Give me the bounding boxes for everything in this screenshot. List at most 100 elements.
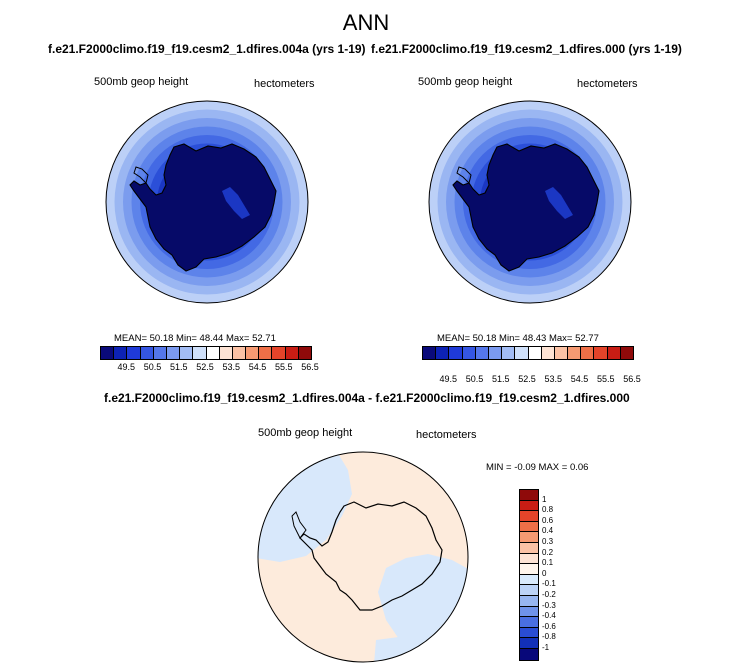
colorbar-tick-label: -0.6: [542, 621, 556, 631]
colorbar-tick-label: 54.5: [248, 362, 267, 372]
colorbar-swatch: [462, 347, 476, 359]
panel-1-map-border: [105, 100, 309, 304]
panel-2-map-border: [428, 100, 632, 304]
colorbar-swatch: [436, 347, 450, 359]
colorbar-swatch: [166, 347, 181, 359]
colorbar-tick-label: 0.8: [542, 505, 554, 515]
diff-stats: MIN = -0.09 MAX = 0.06: [486, 462, 589, 473]
panel-1-case-title: f.e21.F2000climo.f19_f19.cesm2_1.dfires.…: [48, 42, 366, 56]
colorbar-swatch: [502, 347, 516, 359]
colorbar-swatch: [246, 347, 260, 359]
colorbar-swatch: [520, 500, 538, 512]
panel-1-colorbar-labels: 49.5 50.5 51.5 52.5 53.5 54.5 55.5 56.5: [100, 362, 318, 374]
colorbar-tick-label: 49.5: [439, 374, 458, 384]
colorbar-tick-label: 56.5: [623, 374, 641, 384]
diff-map-border: [257, 451, 469, 663]
colorbar-tick-label: 54.5: [570, 374, 589, 384]
colorbar-tick-label: 1: [542, 494, 547, 504]
diff-coastline: [299, 501, 443, 611]
colorbar-swatch: [520, 617, 538, 628]
colorbar-tick-label: 51.5: [491, 374, 510, 384]
colorbar-tick-label: 51.5: [169, 362, 188, 372]
colorbar-tick-label: -1: [542, 643, 550, 652]
colorbar-swatch: [298, 347, 311, 359]
colorbar-swatch: [528, 347, 542, 359]
colorbar-swatch: [554, 347, 569, 359]
colorbar-tick-label: -0.3: [542, 600, 556, 610]
colorbar-tick-label: 55.5: [596, 374, 615, 384]
diff-polar-map: [257, 451, 469, 663]
panel-2-stats: MEAN= 50.18 Min= 48.43 Max= 52.77: [437, 333, 599, 344]
panel-1-variable-label: 500mb geop height: [94, 76, 189, 88]
colorbar-swatch: [520, 595, 538, 607]
colorbar-tick-label: 50.5: [465, 374, 484, 384]
colorbar-swatch: [272, 347, 286, 359]
colorbar-swatch: [101, 347, 115, 359]
colorbar-tick-label: 56.5: [301, 362, 319, 372]
colorbar-swatch: [219, 347, 233, 359]
panel-2-peninsula-coastline: [456, 166, 472, 184]
colorbar-tick-label: 55.5: [274, 362, 293, 372]
diff-colorbar-labels: 1 0.8 0.6 0.4 0.3 0.2 0.1 0 -0.1 -0.2 -0.3 -0.4 -0.6…: [542, 489, 572, 665]
colorbar-swatch: [520, 585, 538, 596]
colorbar-tick-label: -0.2: [542, 590, 556, 599]
colorbar-swatch: [520, 532, 538, 543]
panel-2-polar-map: [428, 100, 632, 304]
diff-variable-label: 500mb geop height: [258, 427, 353, 439]
colorbar-tick-label: 52.5: [518, 374, 536, 384]
panel-2-colorbar-labels: 49.5 50.5 51.5 52.5 53.5 54.5 55.5 56.5: [422, 374, 640, 386]
colorbar-swatch: [193, 347, 207, 359]
diff-peninsula-coastline: [291, 511, 307, 539]
colorbar-swatch: [515, 347, 529, 359]
colorbar-swatch: [449, 347, 463, 359]
colorbar-swatch: [520, 542, 538, 554]
panel-1-units-label: hectometers: [254, 78, 315, 90]
colorbar-swatch: [206, 347, 220, 359]
colorbar-swatch: [520, 490, 538, 501]
colorbar-swatch: [114, 347, 128, 359]
colorbar-swatch: [607, 347, 621, 359]
panel-2-colorbar: [422, 346, 634, 360]
colorbar-swatch: [285, 347, 299, 359]
diff-field: [258, 452, 468, 662]
colorbar-swatch: [423, 347, 437, 359]
colorbar-swatch: [520, 648, 538, 660]
panel-1-coastline: [129, 143, 277, 272]
colorbar-swatch: [140, 347, 154, 359]
colorbar-swatch: [520, 553, 538, 565]
colorbar-tick-label: 53.5: [222, 362, 241, 372]
colorbar-tick-label: -0.1: [542, 579, 556, 589]
panel-1-interior-band: [222, 187, 250, 219]
colorbar-swatch: [520, 606, 538, 618]
panel-2-variable-label: 500mb geop height: [418, 76, 513, 88]
colorbar-tick-label: 0.4: [542, 526, 554, 536]
panel-1-peninsula-coastline: [133, 166, 149, 184]
colorbar-swatch: [594, 347, 608, 359]
colorbar-swatch: [520, 564, 538, 575]
colorbar-swatch: [232, 347, 247, 359]
colorbar-swatch: [581, 347, 595, 359]
diff-colorbar: [519, 489, 539, 661]
colorbar-tick-label: 53.5: [544, 374, 563, 384]
colorbar-swatch: [475, 347, 489, 359]
panel-2-units-label: hectometers: [577, 78, 638, 90]
colorbar-swatch: [541, 347, 555, 359]
diff-title: f.e21.F2000climo.f19_f19.cesm2_1.dfires.…: [104, 391, 630, 405]
colorbar-tick-label: 52.5: [196, 362, 214, 372]
colorbar-swatch: [488, 347, 503, 359]
colorbar-swatch: [153, 347, 167, 359]
colorbar-swatch: [127, 347, 141, 359]
colorbar-tick-label: 50.5: [143, 362, 162, 372]
colorbar-tick-label: 0: [542, 568, 547, 578]
figure-title: ANN: [342, 10, 390, 35]
colorbar-swatch: [620, 347, 633, 359]
colorbar-swatch: [180, 347, 194, 359]
panel-2-coastline: [452, 143, 600, 272]
panel-2-antarctic-plateau: [453, 144, 599, 271]
colorbar-tick-label: -0.8: [542, 632, 556, 642]
panel-1-polar-map: [105, 100, 309, 304]
colorbar-tick-label: 0.2: [542, 547, 554, 557]
colorbar-tick-label: 0.3: [542, 537, 554, 546]
panel-1-stats: MEAN= 50.18 Min= 48.44 Max= 52.71: [114, 333, 276, 344]
colorbar-swatch: [520, 511, 538, 522]
